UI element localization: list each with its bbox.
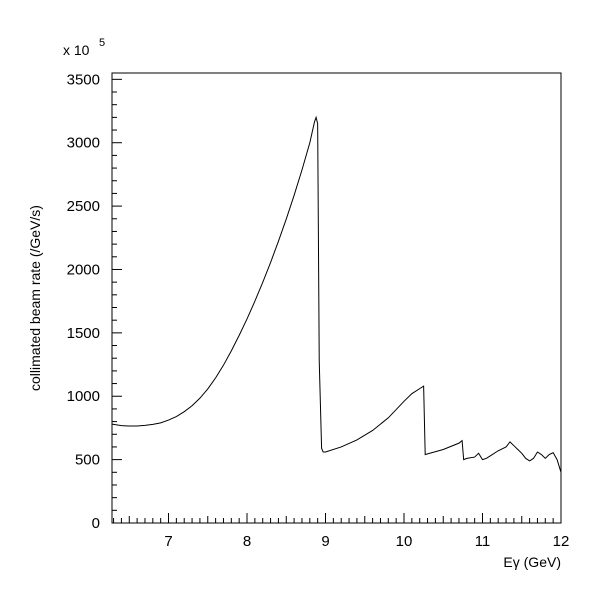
y-tick-label: 1500 bbox=[67, 325, 100, 342]
y-tick-label: 3000 bbox=[67, 135, 100, 152]
x-tick-label: 12 bbox=[553, 533, 570, 550]
y-scale-multiplier-base: x 10 bbox=[63, 42, 90, 58]
x-tick-label: 7 bbox=[164, 533, 172, 550]
x-axis-label: Eγ (GeV) bbox=[503, 554, 561, 570]
y-tick-label: 1000 bbox=[67, 388, 100, 405]
x-tick-label: 10 bbox=[396, 533, 413, 550]
y-tick-label: 500 bbox=[75, 452, 100, 469]
x-tick-label: 8 bbox=[243, 533, 251, 550]
series-line bbox=[111, 115, 562, 473]
x-tick-label: 11 bbox=[475, 533, 491, 550]
y-scale-multiplier-exponent: 5 bbox=[99, 37, 105, 49]
y-scale-multiplier: x 10 5 bbox=[63, 37, 105, 58]
plot-frame bbox=[111, 72, 562, 524]
y-tick-label: 2500 bbox=[67, 198, 100, 215]
y-axis-label: collimated beam rate (/GeV/s) bbox=[27, 205, 43, 391]
y-tick-label: 3500 bbox=[67, 71, 100, 88]
axis-ticks bbox=[112, 78, 562, 524]
x-tick-label: 9 bbox=[321, 533, 329, 550]
y-tick-label: 0 bbox=[92, 515, 100, 532]
tick-labels: 7 8 9 10 11 12 0 500 1000 1500 2000 2500 3000 3500 bbox=[67, 71, 570, 550]
y-tick-label: 2000 bbox=[67, 261, 100, 278]
